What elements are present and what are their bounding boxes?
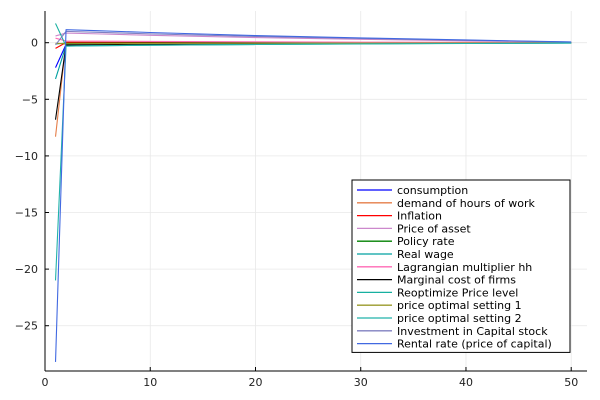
series-layer bbox=[54, 23, 572, 362]
legend-label-7: Marginal cost of firms bbox=[397, 274, 516, 287]
y-tick-label: −15 bbox=[15, 207, 38, 220]
y-tick-label: −5 bbox=[22, 93, 38, 106]
legend-label-1: demand of hours of work bbox=[397, 197, 536, 210]
x-tick-label: 40 bbox=[459, 376, 473, 389]
legend-label-11: Investment in Capital stock bbox=[397, 325, 548, 338]
y-tick-label: −10 bbox=[15, 150, 38, 163]
series-line-6 bbox=[55, 37, 572, 44]
legend-label-12: Rental rate (price of capital) bbox=[397, 338, 552, 351]
x-tick-label: 0 bbox=[42, 376, 49, 389]
legend-label-8: Reoptimize Price level bbox=[397, 286, 518, 299]
legend-label-9: price optimal setting 1 bbox=[397, 299, 522, 312]
x-tick-label: 20 bbox=[248, 376, 262, 389]
y-tick-label: −20 bbox=[15, 263, 38, 276]
x-tick-label: 10 bbox=[143, 376, 157, 389]
series-line-10 bbox=[54, 42, 572, 281]
x-tick-label: 30 bbox=[354, 376, 368, 389]
series-line-12 bbox=[54, 29, 572, 362]
series-line-0 bbox=[55, 42, 572, 68]
legend-label-6: Lagrangian multiplier hh bbox=[397, 261, 532, 274]
series-line-7 bbox=[54, 42, 572, 120]
y-tick-label: 0 bbox=[31, 37, 38, 50]
series-line-5 bbox=[54, 42, 572, 80]
y-tick-label: −25 bbox=[15, 320, 38, 333]
legend-label-4: Policy rate bbox=[397, 235, 455, 248]
series-line-9 bbox=[55, 42, 572, 45]
x-tick-label: 50 bbox=[564, 376, 578, 389]
legend-label-5: Real wage bbox=[397, 248, 454, 261]
legend-label-2: Inflation bbox=[397, 210, 442, 223]
legend-label-3: Price of asset bbox=[397, 222, 471, 235]
series-line-1 bbox=[54, 41, 572, 137]
axis-layer: 0 10 20 30 40 50 0 −5 −10 −15 −20 −25 bbox=[15, 11, 587, 389]
legend-label-10: price optimal setting 2 bbox=[397, 312, 522, 325]
legend-label-0: consumption bbox=[397, 184, 468, 197]
